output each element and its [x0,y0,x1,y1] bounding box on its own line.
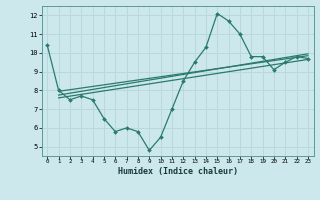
X-axis label: Humidex (Indice chaleur): Humidex (Indice chaleur) [118,167,237,176]
